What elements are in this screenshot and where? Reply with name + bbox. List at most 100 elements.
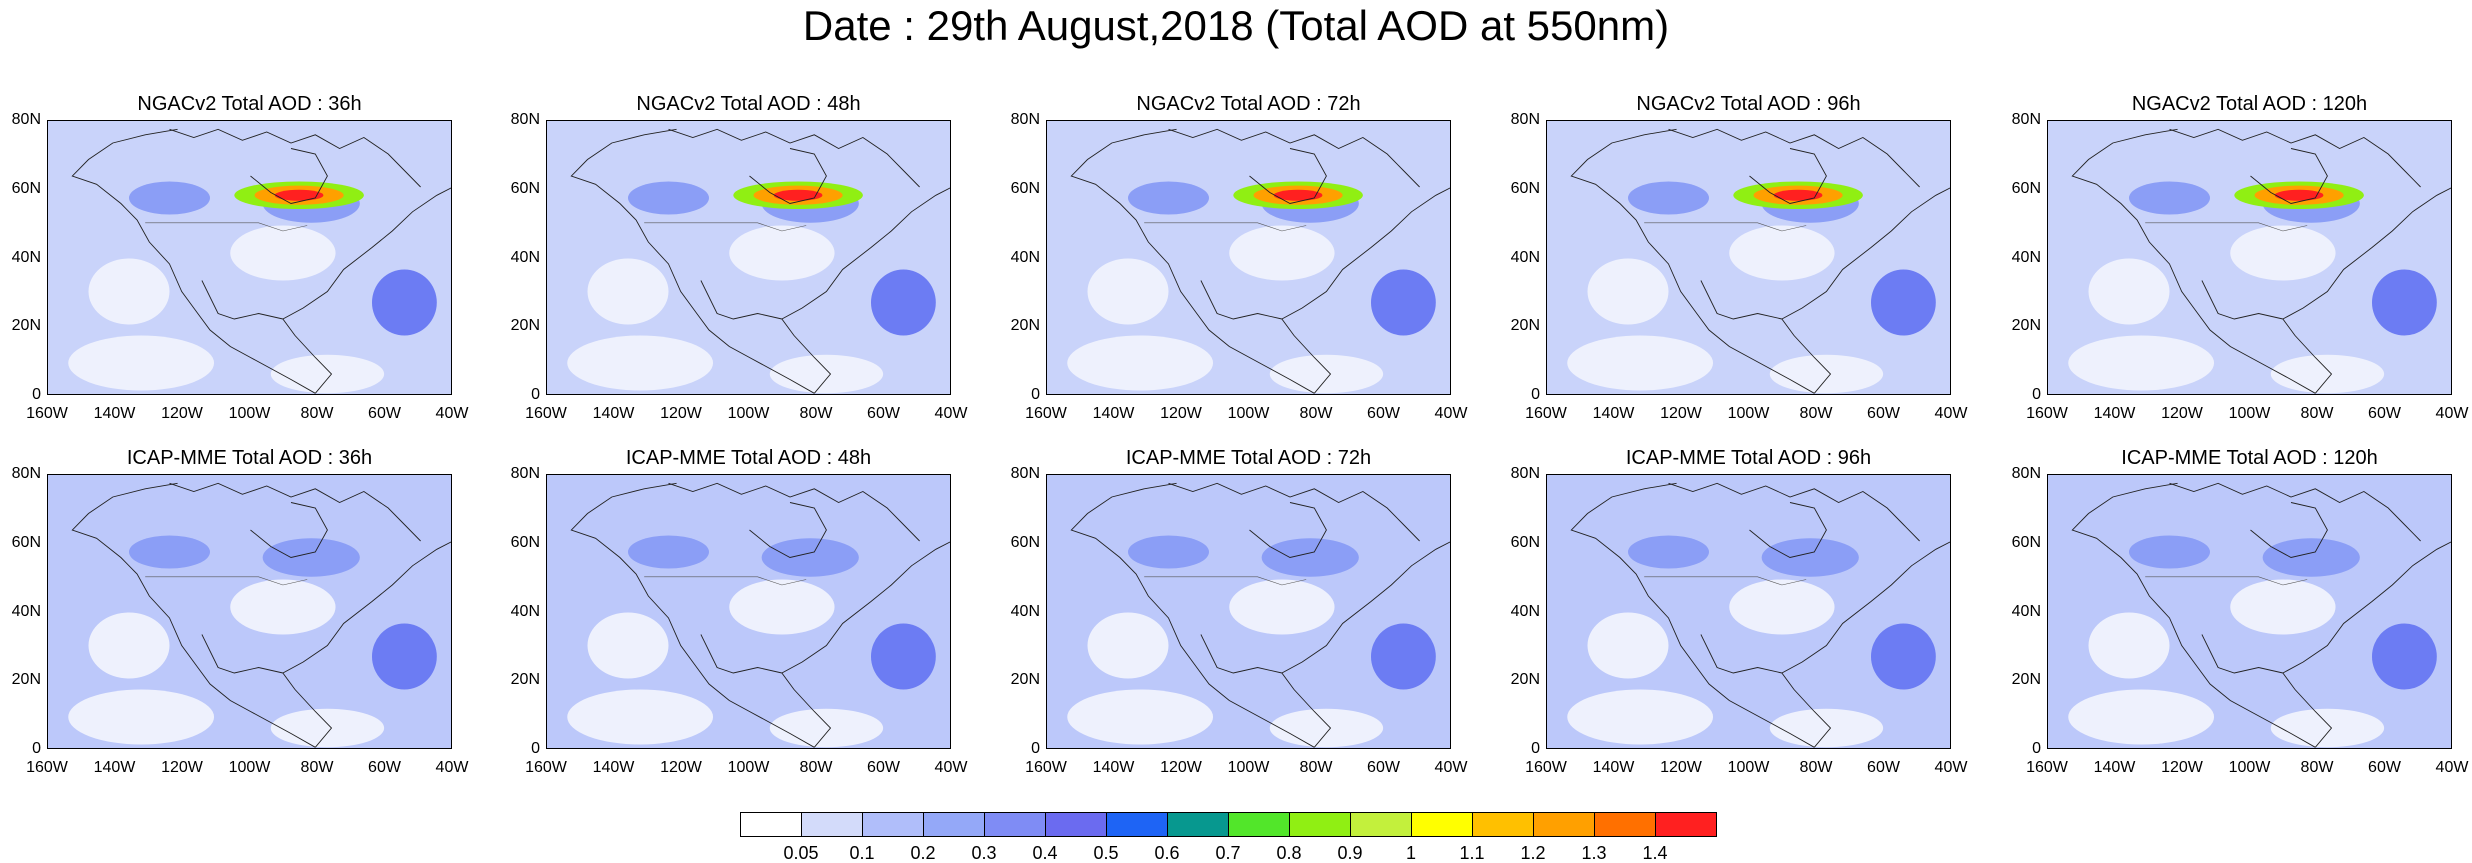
- coastline: [1570, 128, 1815, 394]
- aod-low-patch: [769, 708, 884, 748]
- panel-title: ICAP-MME Total AOD : 36h: [126, 447, 373, 469]
- aod-low-patch: [1587, 612, 1669, 679]
- lat-tick-label: 60N: [1510, 533, 1540, 551]
- coastline: [1781, 541, 1950, 748]
- colorbar-label: 0.9: [1337, 843, 1363, 863]
- aod-field: [1547, 475, 1950, 748]
- lon-tick-label: 120W: [1660, 405, 1702, 422]
- aod-map: [546, 120, 951, 395]
- aod-low-patch: [1729, 579, 1835, 635]
- lon-tick-label: 60W: [867, 759, 900, 776]
- coastline: [2282, 187, 2451, 394]
- colorbar-label: 0.8: [1276, 843, 1302, 863]
- lat-tick-label: 0: [32, 740, 41, 757]
- country-border: [644, 222, 807, 232]
- smoke-plume: [773, 189, 823, 201]
- coastline: [570, 482, 815, 748]
- coastline: [1668, 128, 1920, 188]
- aod-low-patch: [729, 225, 835, 281]
- panel-title: NGACv2 Total AOD : 72h: [1136, 93, 1361, 115]
- aod-low-patch: [1269, 354, 1384, 394]
- colorbar-swatch: [984, 812, 1046, 837]
- aod-low-patch: [1769, 354, 1884, 394]
- lat-tick-label: 20N: [510, 671, 540, 689]
- aod-low-patch: [1567, 689, 1714, 745]
- coastline: [2250, 148, 2328, 204]
- aod-high-patch: [129, 535, 210, 569]
- country-border: [2145, 576, 2308, 586]
- lat-tick-label: 0: [2032, 386, 2041, 403]
- panel-title: ICAP-MME Total AOD : 96h: [1625, 447, 1872, 469]
- aod-high-patch: [761, 538, 859, 577]
- aod-low-patch: [270, 354, 385, 394]
- aod-high-patch: [1128, 181, 1209, 215]
- panel-title: NGACv2 Total AOD : 96h: [1636, 93, 1861, 115]
- lat-tick-label: 80N: [510, 111, 540, 128]
- lat-tick-label: 20N: [1510, 317, 1540, 335]
- aod-high-patch: [1371, 623, 1436, 690]
- aod-high-patch: [1871, 269, 1936, 336]
- aod-field: [547, 121, 950, 394]
- country-border: [644, 576, 807, 586]
- lat-tick-label: 40N: [11, 602, 41, 620]
- aod-low-patch: [567, 689, 714, 745]
- lat-tick-label: 0: [531, 386, 540, 403]
- lon-tick-label: 100W: [228, 405, 271, 422]
- aod-map: [546, 474, 951, 749]
- lon-tick-label: 160W: [2026, 759, 2068, 776]
- aod-high-patch: [372, 269, 437, 336]
- coastline: [570, 128, 815, 394]
- aod-field: [1047, 475, 1450, 748]
- lon-tick-label: 120W: [1660, 759, 1702, 776]
- lat-tick-label: 80N: [1010, 465, 1040, 482]
- lat-tick-label: 40N: [1010, 248, 1040, 266]
- colorbar-label: 1: [1405, 843, 1416, 863]
- lat-tick-label: 20N: [11, 671, 41, 689]
- coastline: [1700, 280, 1782, 320]
- lat-tick-label: 20N: [510, 317, 540, 335]
- coastline: [2169, 128, 2421, 188]
- colorbar-swatch: [1350, 812, 1412, 837]
- panel-title: ICAP-MME Total AOD : 72h: [1125, 447, 1372, 469]
- aod-field: [2048, 121, 2451, 394]
- lon-tick-label: 60W: [1367, 405, 1400, 422]
- panel-title: NGACv2 Total AOD : 120h: [2131, 93, 2368, 115]
- coastline: [1249, 502, 1327, 558]
- lon-tick-label: 40W: [934, 759, 968, 776]
- aod-high-patch: [628, 535, 709, 569]
- lat-tick-label: 40N: [1010, 602, 1040, 620]
- coastline: [749, 148, 827, 204]
- lat-tick-label: 0: [1031, 386, 1040, 403]
- lat-tick-label: 60N: [1510, 179, 1540, 197]
- colorbar-swatch: [740, 812, 802, 837]
- aod-low-patch: [1229, 579, 1335, 635]
- aod-high-patch: [628, 181, 709, 215]
- panel-title: NGACv2 Total AOD : 36h: [137, 93, 362, 115]
- coastline: [250, 502, 328, 558]
- lon-tick-label: 140W: [592, 759, 635, 776]
- coastline: [2169, 482, 2421, 542]
- panel-title: NGACv2 Total AOD : 48h: [636, 93, 861, 115]
- lat-tick-label: 60N: [11, 533, 41, 551]
- coastline: [1781, 187, 1950, 394]
- lon-tick-label: 100W: [228, 759, 271, 776]
- coastline: [1668, 482, 1920, 542]
- aod-low-patch: [1087, 258, 1169, 325]
- figure-title: Date : 29th August,2018 (Total AOD at 55…: [802, 2, 1670, 49]
- aod-field: [48, 121, 451, 394]
- coastline: [1281, 187, 1450, 394]
- coastline: [250, 148, 328, 204]
- coastline: [1200, 280, 1282, 320]
- lon-tick-label: 120W: [660, 405, 702, 422]
- lat-tick-label: 0: [531, 740, 540, 757]
- aod-low-patch: [587, 612, 669, 679]
- colorbar-label: 0.4: [1032, 843, 1058, 863]
- lat-tick-label: 60N: [1010, 533, 1040, 551]
- colorbar-swatch: [1594, 812, 1656, 837]
- lat-tick-label: 20N: [2011, 671, 2041, 689]
- lon-tick-label: 100W: [2228, 759, 2271, 776]
- colorbar-label: 1.4: [1642, 843, 1668, 863]
- colorbar-label: 0.6: [1154, 843, 1180, 863]
- lat-tick-label: 60N: [1010, 179, 1040, 197]
- aod-low-patch: [1769, 708, 1884, 748]
